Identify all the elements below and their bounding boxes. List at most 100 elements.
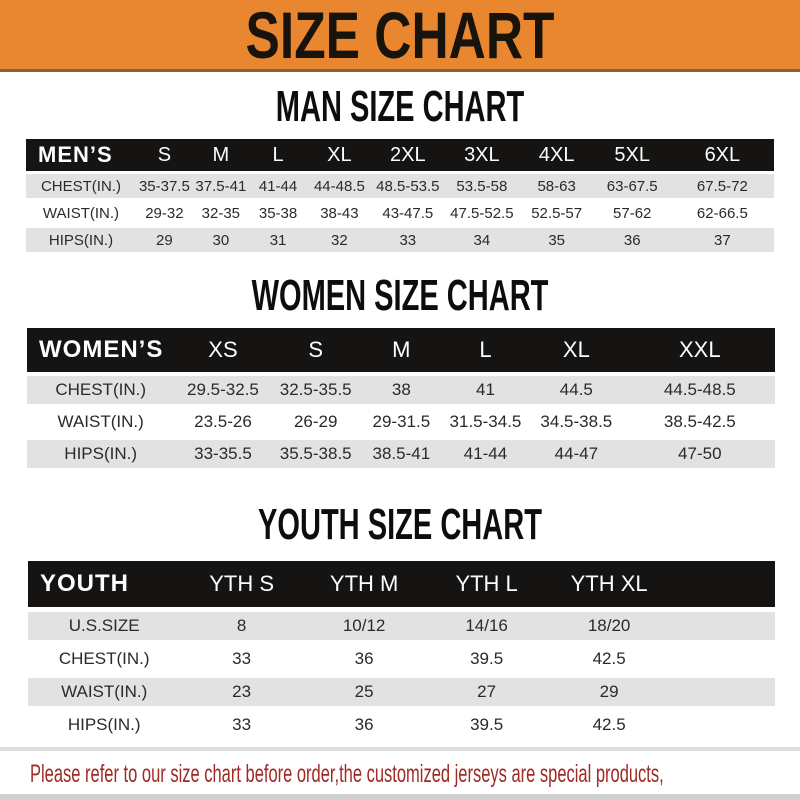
size-chart-banner: SIZE CHART [0, 0, 800, 72]
size-value: 44.5-48.5 [624, 376, 775, 404]
size-value: 14/16 [425, 612, 548, 640]
size-value: 63-67.5 [593, 174, 671, 198]
size-value: 26-29 [271, 408, 360, 436]
size-value: 43-47.5 [371, 201, 445, 225]
size-column-header: YTH XL [547, 561, 671, 607]
size-header-row: MEN’S S M L XL 2XL 3XL 4XL 5XL 6XL [26, 139, 774, 171]
row-label: CHEST(IN.) [27, 376, 175, 404]
size-value: 33 [180, 645, 303, 673]
size-value: 32.5-35.5 [271, 376, 360, 404]
size-value: 38.5-41 [359, 440, 443, 468]
measurement-row: U.S.SIZE 8 10/12 14/16 18/20 [28, 612, 775, 640]
row-label: HIPS(IN.) [27, 440, 175, 468]
size-value: 29-31.5 [359, 408, 443, 436]
row-label: CHEST(IN.) [26, 174, 136, 198]
size-column-header: YTH S [180, 561, 303, 607]
table-corner-label: MEN’S [26, 139, 136, 171]
size-column-header: XXL [624, 328, 775, 372]
size-column-header: 6XL [670, 139, 774, 171]
size-value: 37.5-41 [192, 174, 249, 198]
measurement-row: WAIST(IN.) 23.5-26 26-29 29-31.5 31.5-34.5 34… [27, 408, 775, 436]
size-column-header: M [359, 328, 443, 372]
measurement-row: CHEST(IN.) 29.5-32.5 32.5-35.5 38 41 44.5 44.5… [27, 376, 775, 404]
size-value: 53.5-58 [444, 174, 520, 198]
measurement-row: WAIST(IN.) 23 25 27 29 [28, 678, 775, 706]
size-value: 42.5 [547, 711, 671, 739]
men-size-table: MEN’S S M L XL 2XL 3XL 4XL 5XL 6XL CHEST(IN.) 35-37… [26, 136, 774, 255]
size-value: 44-47 [528, 440, 625, 468]
size-value: 48.5-53.5 [371, 174, 445, 198]
spacer-cell [670, 612, 775, 640]
size-column-header: XL [307, 139, 372, 171]
size-value: 31 [248, 228, 308, 252]
man-section-heading: MAN SIZE CHART [275, 82, 525, 131]
size-value: 34.5-38.5 [528, 408, 625, 436]
size-column-header: 5XL [593, 139, 671, 171]
size-value: 36 [302, 711, 426, 739]
size-value: 57-62 [593, 201, 671, 225]
size-value: 36 [593, 228, 671, 252]
size-column-header: L [248, 139, 308, 171]
size-value: 38.5-42.5 [624, 408, 775, 436]
size-column-header: 2XL [371, 139, 445, 171]
size-value: 29.5-32.5 [174, 376, 272, 404]
size-column-header: M [192, 139, 249, 171]
women-size-table: WOMEN’S XS S M L XL XXL CHEST(IN.) 29.5-32.5 32.5… [27, 324, 775, 472]
size-value: 35-37.5 [135, 174, 193, 198]
size-value: 38-43 [307, 201, 372, 225]
size-value: 32 [307, 228, 372, 252]
size-value: 39.5 [425, 645, 548, 673]
size-value: 36 [302, 645, 426, 673]
size-value: 34 [444, 228, 520, 252]
spacer-cell [670, 561, 775, 607]
size-value: 47-50 [624, 440, 775, 468]
measurement-row: HIPS(IN.) 33-35.5 35.5-38.5 38.5-41 41-44 44-… [27, 440, 775, 468]
footer-note-line1: Please refer to our size chart before or… [30, 760, 664, 788]
size-header-row: WOMEN’S XS S M L XL XXL [27, 328, 775, 372]
measurement-row: CHEST(IN.) 35-37.5 37.5-41 41-44 44-48.5 48.5… [26, 174, 774, 198]
size-value: 35.5-38.5 [271, 440, 360, 468]
youth-section-heading: YOUTH SIZE CHART [258, 500, 542, 549]
size-value: 39.5 [425, 711, 548, 739]
size-value: 67.5-72 [670, 174, 774, 198]
spacer-cell [670, 711, 775, 739]
measurement-row: CHEST(IN.) 33 36 39.5 42.5 [28, 645, 775, 673]
size-value: 33 [180, 711, 303, 739]
size-value: 8 [180, 612, 303, 640]
size-column-header: S [135, 139, 193, 171]
measurement-row: WAIST(IN.) 29-32 32-35 35-38 38-43 43-47.5 47.… [26, 201, 774, 225]
size-value: 58-63 [519, 174, 594, 198]
size-value: 18/20 [547, 612, 671, 640]
row-label: U.S.SIZE [28, 612, 181, 640]
size-value: 41 [442, 376, 529, 404]
row-label: WAIST(IN.) [27, 408, 175, 436]
women-section-heading: WOMEN SIZE CHART [251, 271, 549, 320]
bottom-edge-strip [0, 794, 800, 800]
size-value: 33 [371, 228, 445, 252]
size-value: 37 [670, 228, 774, 252]
row-label: WAIST(IN.) [28, 678, 181, 706]
size-value: 38 [359, 376, 443, 404]
size-column-header: 4XL [519, 139, 594, 171]
spacer-cell [670, 645, 775, 673]
size-column-header: L [442, 328, 529, 372]
row-label: HIPS(IN.) [28, 711, 181, 739]
size-value: 33-35.5 [174, 440, 272, 468]
size-header-row: YOUTH YTH S YTH M YTH L YTH XL [28, 561, 775, 607]
measurement-row: HIPS(IN.) 29 30 31 32 33 34 35 36 37 [26, 228, 774, 252]
size-value: 44-48.5 [307, 174, 372, 198]
size-value: 30 [192, 228, 249, 252]
size-column-header: YTH L [425, 561, 548, 607]
row-label: WAIST(IN.) [26, 201, 136, 225]
spacer-cell [670, 678, 775, 706]
size-value: 35 [519, 228, 594, 252]
size-column-header: YTH M [302, 561, 426, 607]
size-value: 29-32 [135, 201, 193, 225]
size-column-header: S [271, 328, 360, 372]
size-value: 29 [547, 678, 671, 706]
table-corner-label: YOUTH [28, 561, 181, 607]
size-value: 29 [135, 228, 193, 252]
table-corner-label: WOMEN’S [27, 328, 175, 372]
size-column-header: 3XL [444, 139, 520, 171]
